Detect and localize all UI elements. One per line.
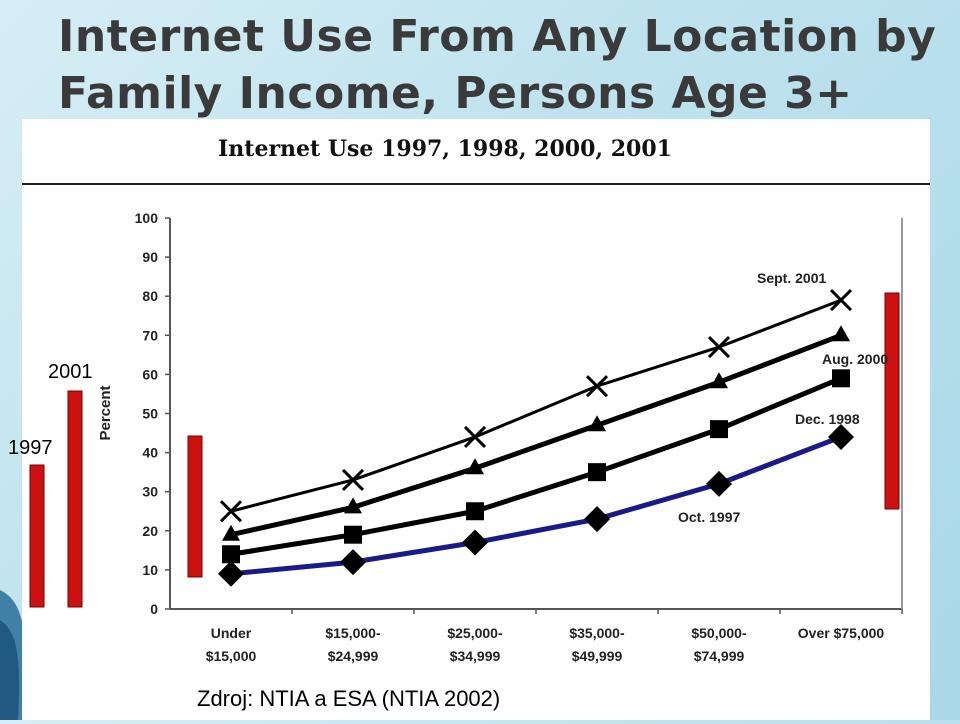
bar-label-2001: 2001	[48, 361, 93, 383]
data-point-diamond	[706, 470, 732, 497]
chart-title: Internet Use 1997, 1998, 2000, 2001	[218, 136, 672, 162]
data-point-triangle	[222, 524, 240, 541]
y-tick-label: 30	[142, 484, 158, 500]
bar-label-1997: 1997	[8, 437, 53, 459]
data-point-diamond	[340, 549, 366, 576]
x-tick-label: $34,999	[450, 648, 501, 664]
series-line	[230, 332, 842, 538]
slide-title-line2: Family Income, Persons Age 3+	[58, 68, 853, 119]
bar-range-high-income	[884, 292, 900, 510]
data-point-diamond	[218, 560, 244, 587]
data-point-diamond	[828, 423, 854, 450]
decorative-wave	[0, 560, 60, 724]
chart-panel	[22, 119, 930, 720]
y-tick-label: 90	[142, 249, 158, 265]
title-divider	[22, 183, 930, 185]
series-line	[230, 376, 842, 557]
data-point-triangle	[832, 325, 850, 342]
y-tick-label: 60	[142, 366, 158, 382]
data-point-square	[710, 420, 728, 439]
data-point-square	[344, 525, 362, 544]
x-tick-label: $25,000-	[447, 625, 503, 641]
data-point-x	[585, 375, 609, 398]
data-point-square	[832, 369, 850, 388]
data-point-x	[219, 500, 243, 523]
x-tick-label: $15,000	[206, 648, 257, 664]
data-point-diamond	[584, 506, 610, 533]
x-tick-label: $15,000-	[325, 625, 381, 641]
data-point-diamond	[462, 529, 488, 556]
bar-2001-left	[67, 390, 83, 608]
series-line	[230, 434, 842, 577]
bar-1997-left	[29, 464, 45, 608]
data-point-x	[341, 468, 365, 492]
y-tick-label: 0	[150, 601, 158, 617]
slide-title-line1: Internet Use From Any Location by	[58, 11, 937, 62]
y-tick-label: 70	[142, 327, 158, 343]
data-point-x	[829, 289, 853, 312]
y-tick-label: 100	[135, 210, 159, 226]
data-point-triangle	[344, 497, 362, 514]
series-label: Aug. 2000	[822, 351, 888, 367]
bar-range-low-income	[187, 435, 203, 578]
x-tick-label: $49,999	[572, 648, 623, 664]
y-tick-label: 20	[142, 523, 158, 539]
data-point-triangle	[710, 372, 728, 389]
series-label: Oct. 1997	[678, 509, 740, 525]
x-tick-label: $74,999	[694, 648, 745, 664]
slide-title: Internet Use From Any Location by Family…	[58, 8, 936, 122]
source-note: Zdroj: NTIA a ESA (NTIA 2002)	[197, 686, 501, 711]
series-label: Sept. 2001	[757, 270, 826, 286]
series-line	[230, 298, 842, 513]
y-tick-label: 40	[142, 445, 158, 461]
x-tick-label: Under	[211, 625, 252, 641]
y-tick-label: 80	[142, 288, 158, 304]
x-tick-label: $24,999	[328, 648, 379, 664]
y-tick-label: 50	[142, 406, 158, 422]
data-point-triangle	[588, 415, 606, 432]
y-axis-label: Percent	[97, 385, 114, 440]
x-tick-label: $50,000-	[691, 625, 747, 641]
series-label: Dec. 1998	[795, 411, 860, 427]
data-point-x	[463, 425, 487, 449]
x-tick-label: $35,000-	[569, 625, 625, 641]
data-point-x	[707, 335, 731, 359]
data-point-triangle	[466, 458, 484, 475]
data-point-square	[466, 502, 484, 521]
x-tick-label: Over $75,000	[798, 625, 885, 641]
data-point-square	[222, 545, 240, 564]
data-point-square	[588, 463, 606, 482]
y-tick-label: 10	[142, 562, 158, 578]
